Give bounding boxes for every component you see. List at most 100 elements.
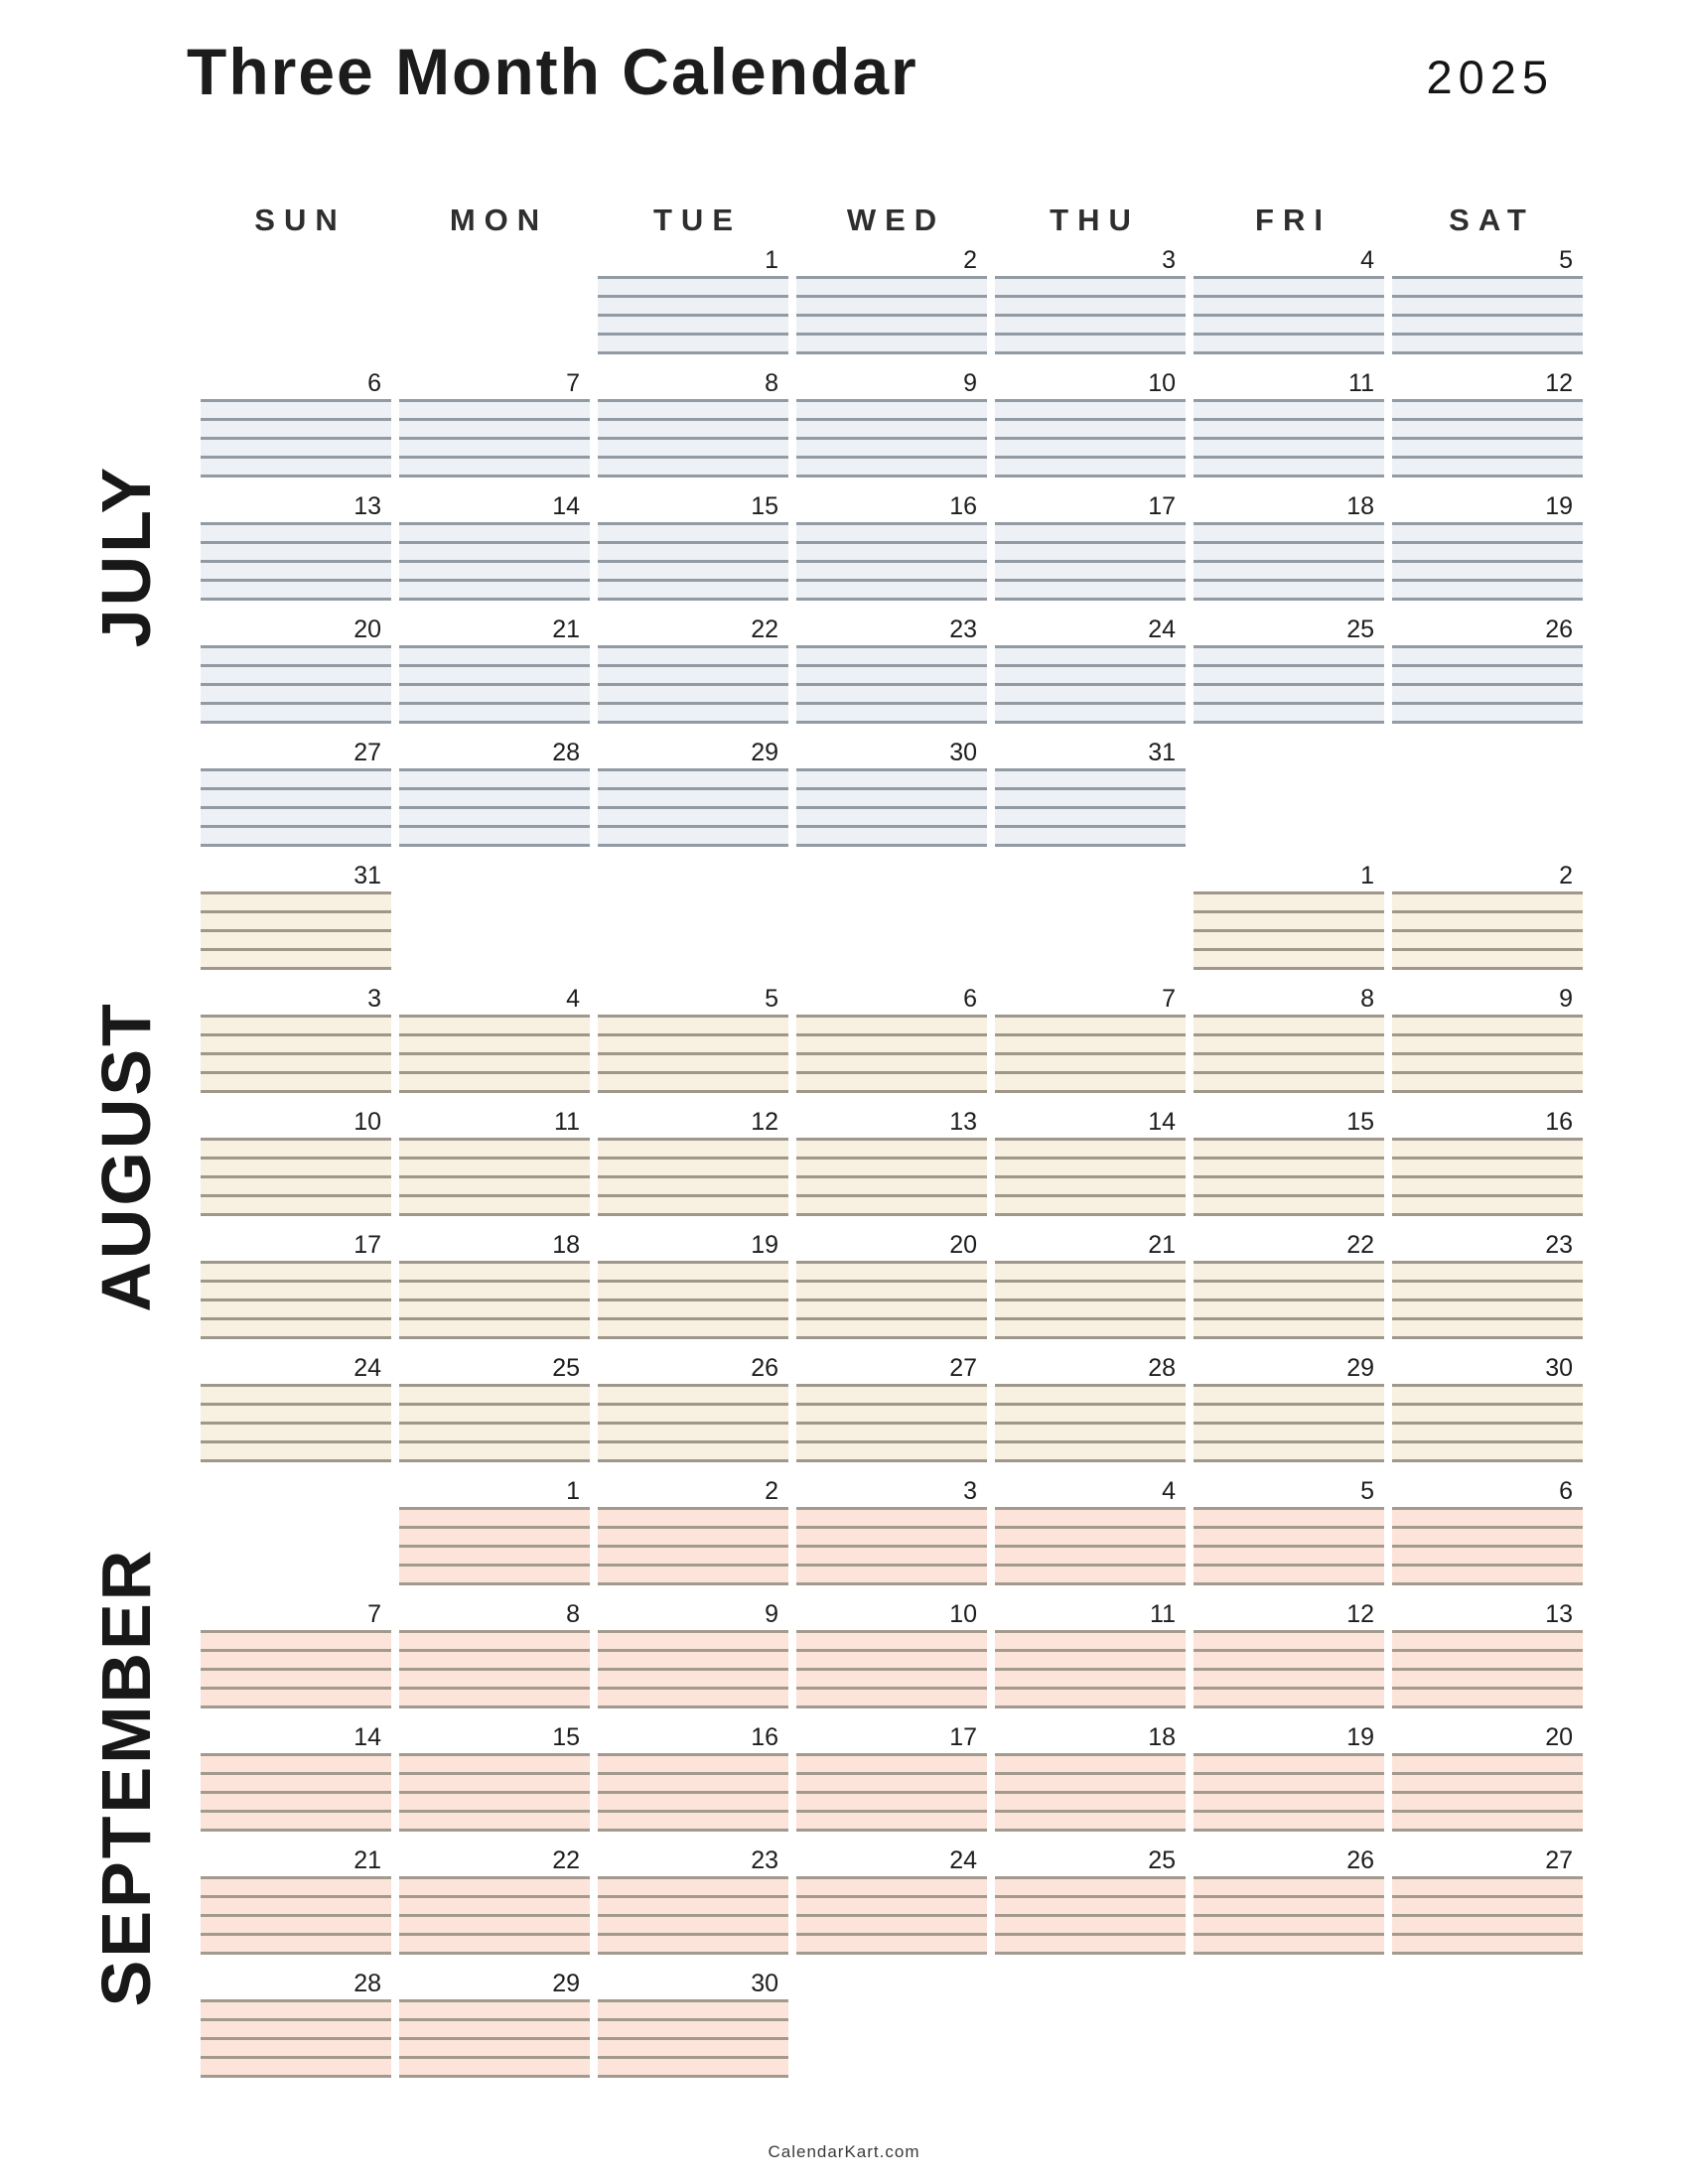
day-cell: 25	[995, 1848, 1186, 1955]
ruled-lines	[995, 768, 1186, 847]
ruled-lines	[995, 1138, 1186, 1216]
day-number: 12	[1545, 369, 1573, 397]
day-number: 21	[552, 615, 580, 643]
day-number: 18	[552, 1231, 580, 1259]
month-label: JULY	[87, 464, 165, 648]
day-cell: 16	[1392, 1110, 1583, 1216]
day-number: 10	[1148, 369, 1176, 397]
day-cell: 6	[201, 371, 391, 478]
day-number: 5	[765, 985, 778, 1013]
day-cell: 9	[1392, 987, 1583, 1093]
ruled-lines	[598, 1138, 788, 1216]
day-cell: 14	[399, 494, 590, 601]
ruled-lines	[1392, 276, 1583, 354]
day-cell: 28	[201, 1972, 391, 2078]
ruled-lines	[995, 1876, 1186, 1955]
ruled-lines	[1194, 1507, 1384, 1585]
day-number: 11	[554, 1108, 580, 1136]
ruled-lines	[399, 645, 590, 724]
day-cell: 10	[995, 371, 1186, 478]
ruled-lines	[598, 1630, 788, 1708]
ruled-lines	[995, 1753, 1186, 1832]
ruled-lines	[201, 1630, 391, 1708]
day-cell: 16	[598, 1725, 788, 1832]
day-cell: 1	[598, 248, 788, 354]
weekday-header: THU	[1050, 203, 1140, 237]
ruled-lines	[796, 276, 987, 354]
day-cell: 15	[1194, 1110, 1384, 1216]
page-title: Three Month Calendar	[187, 35, 918, 108]
ruled-lines	[1392, 1507, 1583, 1585]
day-cell: 23	[598, 1848, 788, 1955]
ruled-lines	[1392, 522, 1583, 601]
weekday-header: WED	[846, 203, 946, 237]
day-number: 18	[1148, 1723, 1176, 1751]
ruled-lines	[995, 1261, 1186, 1339]
ruled-lines	[399, 1876, 590, 1955]
ruled-lines	[399, 768, 590, 847]
ruled-lines	[201, 1261, 391, 1339]
day-number: 6	[1559, 1477, 1573, 1505]
day-cell: 19	[1392, 494, 1583, 601]
day-number: 11	[1150, 1600, 1176, 1628]
day-cell: 5	[1194, 1479, 1384, 1585]
day-cell: 25	[1194, 617, 1384, 724]
weekday-header: TUE	[653, 203, 742, 237]
day-number: 13	[353, 492, 381, 520]
day-cell: 21	[201, 1848, 391, 1955]
ruled-lines	[598, 1384, 788, 1462]
day-number: 1	[765, 246, 778, 274]
day-number: 2	[963, 246, 977, 274]
day-number: 16	[949, 492, 977, 520]
ruled-lines	[598, 1999, 788, 2078]
day-cell: 10	[201, 1110, 391, 1216]
month-label: SEPTEMBER	[87, 1547, 165, 2007]
day-cell: 12	[1392, 371, 1583, 478]
day-cell: 29	[399, 1972, 590, 2078]
ruled-lines	[201, 1015, 391, 1093]
day-cell: 31	[995, 741, 1186, 847]
day-number: 28	[1148, 1354, 1176, 1382]
day-cell: 10	[796, 1602, 987, 1708]
ruled-lines	[1194, 276, 1384, 354]
ruled-lines	[1392, 1138, 1583, 1216]
day-number: 1	[566, 1477, 580, 1505]
ruled-lines	[995, 399, 1186, 478]
day-number: 7	[1162, 985, 1176, 1013]
ruled-lines	[1392, 1630, 1583, 1708]
day-cell: 13	[1392, 1602, 1583, 1708]
day-cell: 23	[796, 617, 987, 724]
day-number: 25	[1346, 615, 1374, 643]
ruled-lines	[399, 1999, 590, 2078]
day-number: 3	[963, 1477, 977, 1505]
day-number: 10	[949, 1600, 977, 1628]
day-number: 7	[566, 369, 580, 397]
day-cell: 2	[598, 1479, 788, 1585]
day-cell: 9	[796, 371, 987, 478]
ruled-lines	[1392, 1015, 1583, 1093]
day-cell: 2	[1392, 864, 1583, 970]
day-cell: 1	[1194, 864, 1384, 970]
ruled-lines	[598, 1261, 788, 1339]
day-cell: 17	[796, 1725, 987, 1832]
weekday-header: SUN	[254, 203, 347, 237]
month-label: AUGUST	[87, 1001, 165, 1312]
day-number: 28	[353, 1970, 381, 1997]
day-number: 15	[552, 1723, 580, 1751]
day-number: 20	[1545, 1723, 1573, 1751]
day-number: 25	[552, 1354, 580, 1382]
day-number: 8	[1360, 985, 1374, 1013]
day-number: 30	[1545, 1354, 1573, 1382]
year-label: 2025	[1426, 51, 1554, 103]
day-cell: 26	[1392, 617, 1583, 724]
ruled-lines	[1392, 645, 1583, 724]
day-number: 17	[1148, 492, 1176, 520]
ruled-lines	[598, 276, 788, 354]
ruled-lines	[598, 1507, 788, 1585]
day-cell: 7	[399, 371, 590, 478]
day-number: 26	[1545, 615, 1573, 643]
day-cell: 22	[598, 617, 788, 724]
ruled-lines	[399, 1507, 590, 1585]
ruled-lines	[598, 1753, 788, 1832]
ruled-lines	[598, 522, 788, 601]
